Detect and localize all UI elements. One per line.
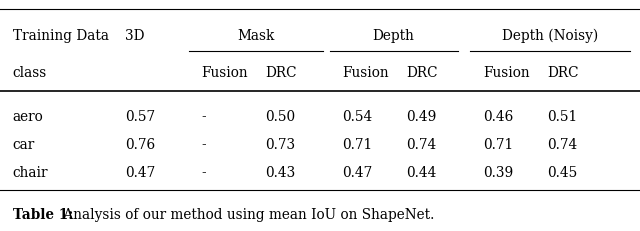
Text: Depth (Noisy): Depth (Noisy) xyxy=(502,29,598,43)
Text: 0.50: 0.50 xyxy=(266,110,296,124)
Text: Mask: Mask xyxy=(237,29,275,43)
Text: Table 1:: Table 1: xyxy=(13,207,73,221)
Text: 0.74: 0.74 xyxy=(406,137,436,151)
Text: 0.51: 0.51 xyxy=(547,110,577,124)
Text: 0.44: 0.44 xyxy=(406,165,436,179)
Text: car: car xyxy=(13,137,35,151)
Text: Training Data: Training Data xyxy=(13,29,109,43)
Text: 0.47: 0.47 xyxy=(125,165,155,179)
Text: DRC: DRC xyxy=(266,66,297,80)
Text: aero: aero xyxy=(13,110,44,124)
Text: DRC: DRC xyxy=(406,66,438,80)
Text: -: - xyxy=(202,137,206,151)
Text: -: - xyxy=(202,165,206,179)
Text: DRC: DRC xyxy=(547,66,579,80)
Text: Analysis of our method using mean IoU on ShapeNet.: Analysis of our method using mean IoU on… xyxy=(59,207,435,221)
Text: 0.76: 0.76 xyxy=(125,137,155,151)
Text: chair: chair xyxy=(13,165,48,179)
Text: 0.71: 0.71 xyxy=(342,137,372,151)
Text: -: - xyxy=(202,110,206,124)
Text: 0.57: 0.57 xyxy=(125,110,155,124)
Text: class: class xyxy=(13,66,47,80)
Text: 3D: 3D xyxy=(125,29,144,43)
Text: 0.45: 0.45 xyxy=(547,165,577,179)
Text: 0.54: 0.54 xyxy=(342,110,372,124)
Text: Fusion: Fusion xyxy=(483,66,530,80)
Text: Fusion: Fusion xyxy=(342,66,389,80)
Text: 0.46: 0.46 xyxy=(483,110,513,124)
Text: 0.74: 0.74 xyxy=(547,137,577,151)
Text: Fusion: Fusion xyxy=(202,66,248,80)
Text: 0.47: 0.47 xyxy=(342,165,372,179)
Text: 0.71: 0.71 xyxy=(483,137,513,151)
Text: 0.39: 0.39 xyxy=(483,165,513,179)
Text: Depth: Depth xyxy=(372,29,415,43)
Text: 0.43: 0.43 xyxy=(266,165,296,179)
Text: 0.49: 0.49 xyxy=(406,110,436,124)
Text: 0.73: 0.73 xyxy=(266,137,296,151)
